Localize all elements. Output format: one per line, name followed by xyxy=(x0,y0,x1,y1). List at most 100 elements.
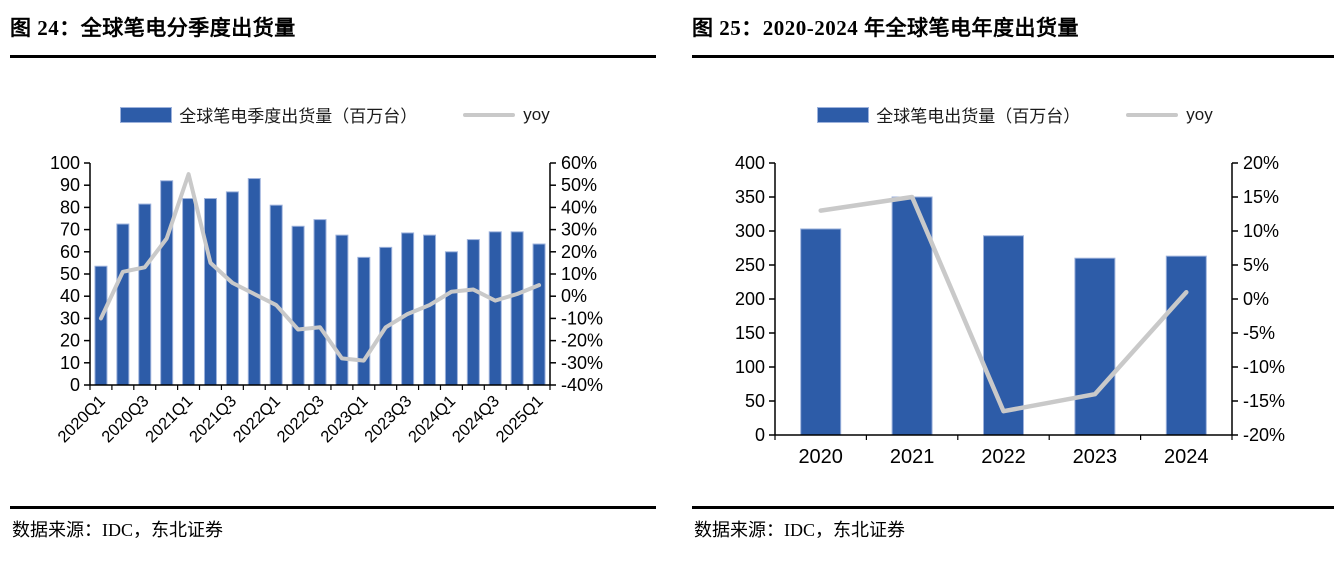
bar-2021Q2 xyxy=(203,198,217,386)
bar-2023Q4 xyxy=(423,234,437,386)
bar-2021 xyxy=(891,196,933,436)
yoy-line-swatch xyxy=(1126,112,1179,117)
x-axis-label: 2024Q3 xyxy=(449,392,503,446)
y-axis-left-label: 100 xyxy=(735,357,765,377)
bar-series-label: 全球笔电出货量（百万台） xyxy=(876,107,1081,126)
bar-series-swatch xyxy=(817,106,870,123)
x-axis-label: 2020Q1 xyxy=(55,392,109,446)
bar-2024Q3 xyxy=(488,231,502,386)
figure-24-title: 图 24：全球笔电分季度出货量 xyxy=(10,16,296,40)
yoy-line-swatch xyxy=(463,112,516,117)
x-axis-label: 2022Q3 xyxy=(274,392,328,446)
x-axis-label: 2020 xyxy=(798,446,843,468)
figure-25-source: 数据来源：IDC，东北证券 xyxy=(694,520,905,540)
y-axis-right-label: -30% xyxy=(561,353,603,373)
bar-series-swatch xyxy=(120,106,173,123)
bar-series-label: 全球笔电季度出货量（百万台） xyxy=(179,107,418,126)
bar-2024Q1 xyxy=(444,251,458,386)
bar-2020Q4 xyxy=(160,180,174,386)
y-axis-left-label: 20 xyxy=(60,331,80,351)
y-axis-left-label: 50 xyxy=(745,391,765,411)
x-axis-label: 2023Q3 xyxy=(361,392,415,446)
y-axis-left-label: 300 xyxy=(735,221,765,241)
y-axis-left-label: 80 xyxy=(60,197,80,217)
bar-2023Q1 xyxy=(357,256,371,386)
y-axis-right-label: 60% xyxy=(561,153,597,173)
y-axis-right-label: 20% xyxy=(561,242,597,262)
y-axis-right-label: -20% xyxy=(1243,425,1285,445)
x-axis-label: 2022 xyxy=(981,446,1026,468)
bar-2023 xyxy=(1074,257,1116,436)
figure-24-source: 数据来源：IDC，东北证券 xyxy=(12,520,223,540)
bar-2022 xyxy=(983,235,1024,436)
x-axis-label: 2021Q1 xyxy=(142,392,196,446)
bar-2022Q1 xyxy=(269,204,283,386)
y-axis-right-label: -20% xyxy=(561,331,603,351)
y-axis-right-label: 10% xyxy=(1243,221,1279,241)
x-axis-label: 2022Q1 xyxy=(230,392,284,446)
figure-25-source-rule xyxy=(692,506,1334,509)
figure-25-title-rule xyxy=(692,55,1334,58)
x-axis-label: 2023 xyxy=(1073,446,1118,468)
y-axis-right-label: -40% xyxy=(561,375,603,395)
bar-2020Q2 xyxy=(116,223,130,386)
y-axis-right-label: 40% xyxy=(561,197,597,217)
y-axis-left-label: 40 xyxy=(60,286,80,306)
figure-24-title-rule xyxy=(10,55,656,58)
bar-2020 xyxy=(800,228,842,436)
y-axis-right-label: 10% xyxy=(561,264,597,284)
yoy-line xyxy=(98,172,542,363)
annual-shipments-chart: 0 50 100 150 200 250 300 350 400 -20% -15% -10% -5% 0… xyxy=(735,153,1285,468)
y-axis-right-label: 0% xyxy=(561,286,587,306)
bar-2022Q4 xyxy=(335,234,349,386)
figure-25-legend: 全球笔电出货量（百万台） yoy xyxy=(692,102,1338,127)
yoy-series-label: yoy xyxy=(1186,104,1213,124)
y-axis-left-label: 150 xyxy=(735,323,765,343)
y-axis-right-label: 5% xyxy=(1243,255,1269,275)
y-axis-right-label: -10% xyxy=(561,308,603,328)
bar-2024Q4 xyxy=(510,231,524,386)
bar-2021Q4 xyxy=(247,178,261,386)
y-axis-left-label: 0 xyxy=(70,375,80,395)
y-axis-left-label: 250 xyxy=(735,255,765,275)
x-axis-label: 2021 xyxy=(890,446,935,468)
x-axis-label: 2021Q3 xyxy=(186,392,240,446)
y-axis-left-label: 70 xyxy=(60,220,80,240)
y-axis-left-label: 10 xyxy=(60,353,80,373)
y-axis-left-label: 60 xyxy=(60,242,80,262)
y-axis-right-label: 20% xyxy=(1243,153,1279,173)
bar-2025Q1 xyxy=(532,243,546,386)
y-axis-right-label: 50% xyxy=(561,175,597,195)
bar-2021Q3 xyxy=(225,191,239,386)
x-axis-label: 2024Q1 xyxy=(405,392,459,446)
y-axis-right-label: -15% xyxy=(1243,391,1285,411)
y-axis-left-label: 350 xyxy=(735,187,765,207)
y-axis-right-label: 30% xyxy=(561,220,597,240)
y-axis-left-label: 100 xyxy=(50,153,80,173)
figure-24-panel: 图 24：全球笔电分季度出货量 全球笔电季度出货量（百万台） yoy 0 10 20… xyxy=(10,0,660,562)
y-axis-right-label: 0% xyxy=(1243,289,1269,309)
y-axis-left-label: 90 xyxy=(60,175,80,195)
bar-2022Q2 xyxy=(291,225,305,386)
figure-25-title: 图 25：2020-2024 年全球笔电年度出货量 xyxy=(692,16,1079,40)
bar-2023Q2 xyxy=(379,246,393,386)
y-axis-left-label: 50 xyxy=(60,264,80,284)
x-axis-label: 2020Q3 xyxy=(98,392,152,446)
x-axis-label: 2023Q1 xyxy=(317,392,371,446)
figure-24-legend: 全球笔电季度出货量（百万台） yoy xyxy=(10,102,660,127)
bar-2021Q1 xyxy=(182,198,196,386)
yoy-series-label: yoy xyxy=(523,104,550,124)
y-axis-left-label: 30 xyxy=(60,308,80,328)
bar-2024 xyxy=(1165,255,1207,436)
bar-2023Q3 xyxy=(401,232,415,386)
y-axis-left-label: 200 xyxy=(735,289,765,309)
bar-2020Q1 xyxy=(94,265,108,386)
y-axis-left-label: 400 xyxy=(735,153,765,173)
y-axis-right-label: -10% xyxy=(1243,357,1285,377)
y-axis-left-label: 0 xyxy=(755,425,765,445)
y-axis-right-label: -5% xyxy=(1243,323,1275,343)
bar-2024Q2 xyxy=(466,239,480,386)
bar-2022Q3 xyxy=(313,219,327,386)
